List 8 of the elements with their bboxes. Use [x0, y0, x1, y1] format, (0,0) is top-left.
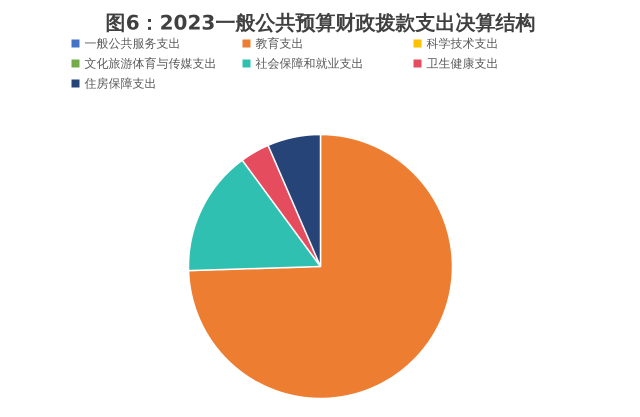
legend-label: 科学技术支出 [426, 36, 498, 50]
legend-label: 文化旅游体育与传媒支出 [84, 56, 216, 70]
legend-label: 教育支出 [256, 36, 304, 50]
legend-label: 住房保障支出 [84, 76, 156, 90]
chart-title: 图6：2023一般公共预算财政拨款支出决算结构 [106, 10, 536, 34]
legend-label: 一般公共服务支出 [84, 36, 180, 50]
legend-label: 社会保障和就业支出 [256, 56, 364, 70]
legend-label: 卫生健康支出 [426, 56, 498, 70]
